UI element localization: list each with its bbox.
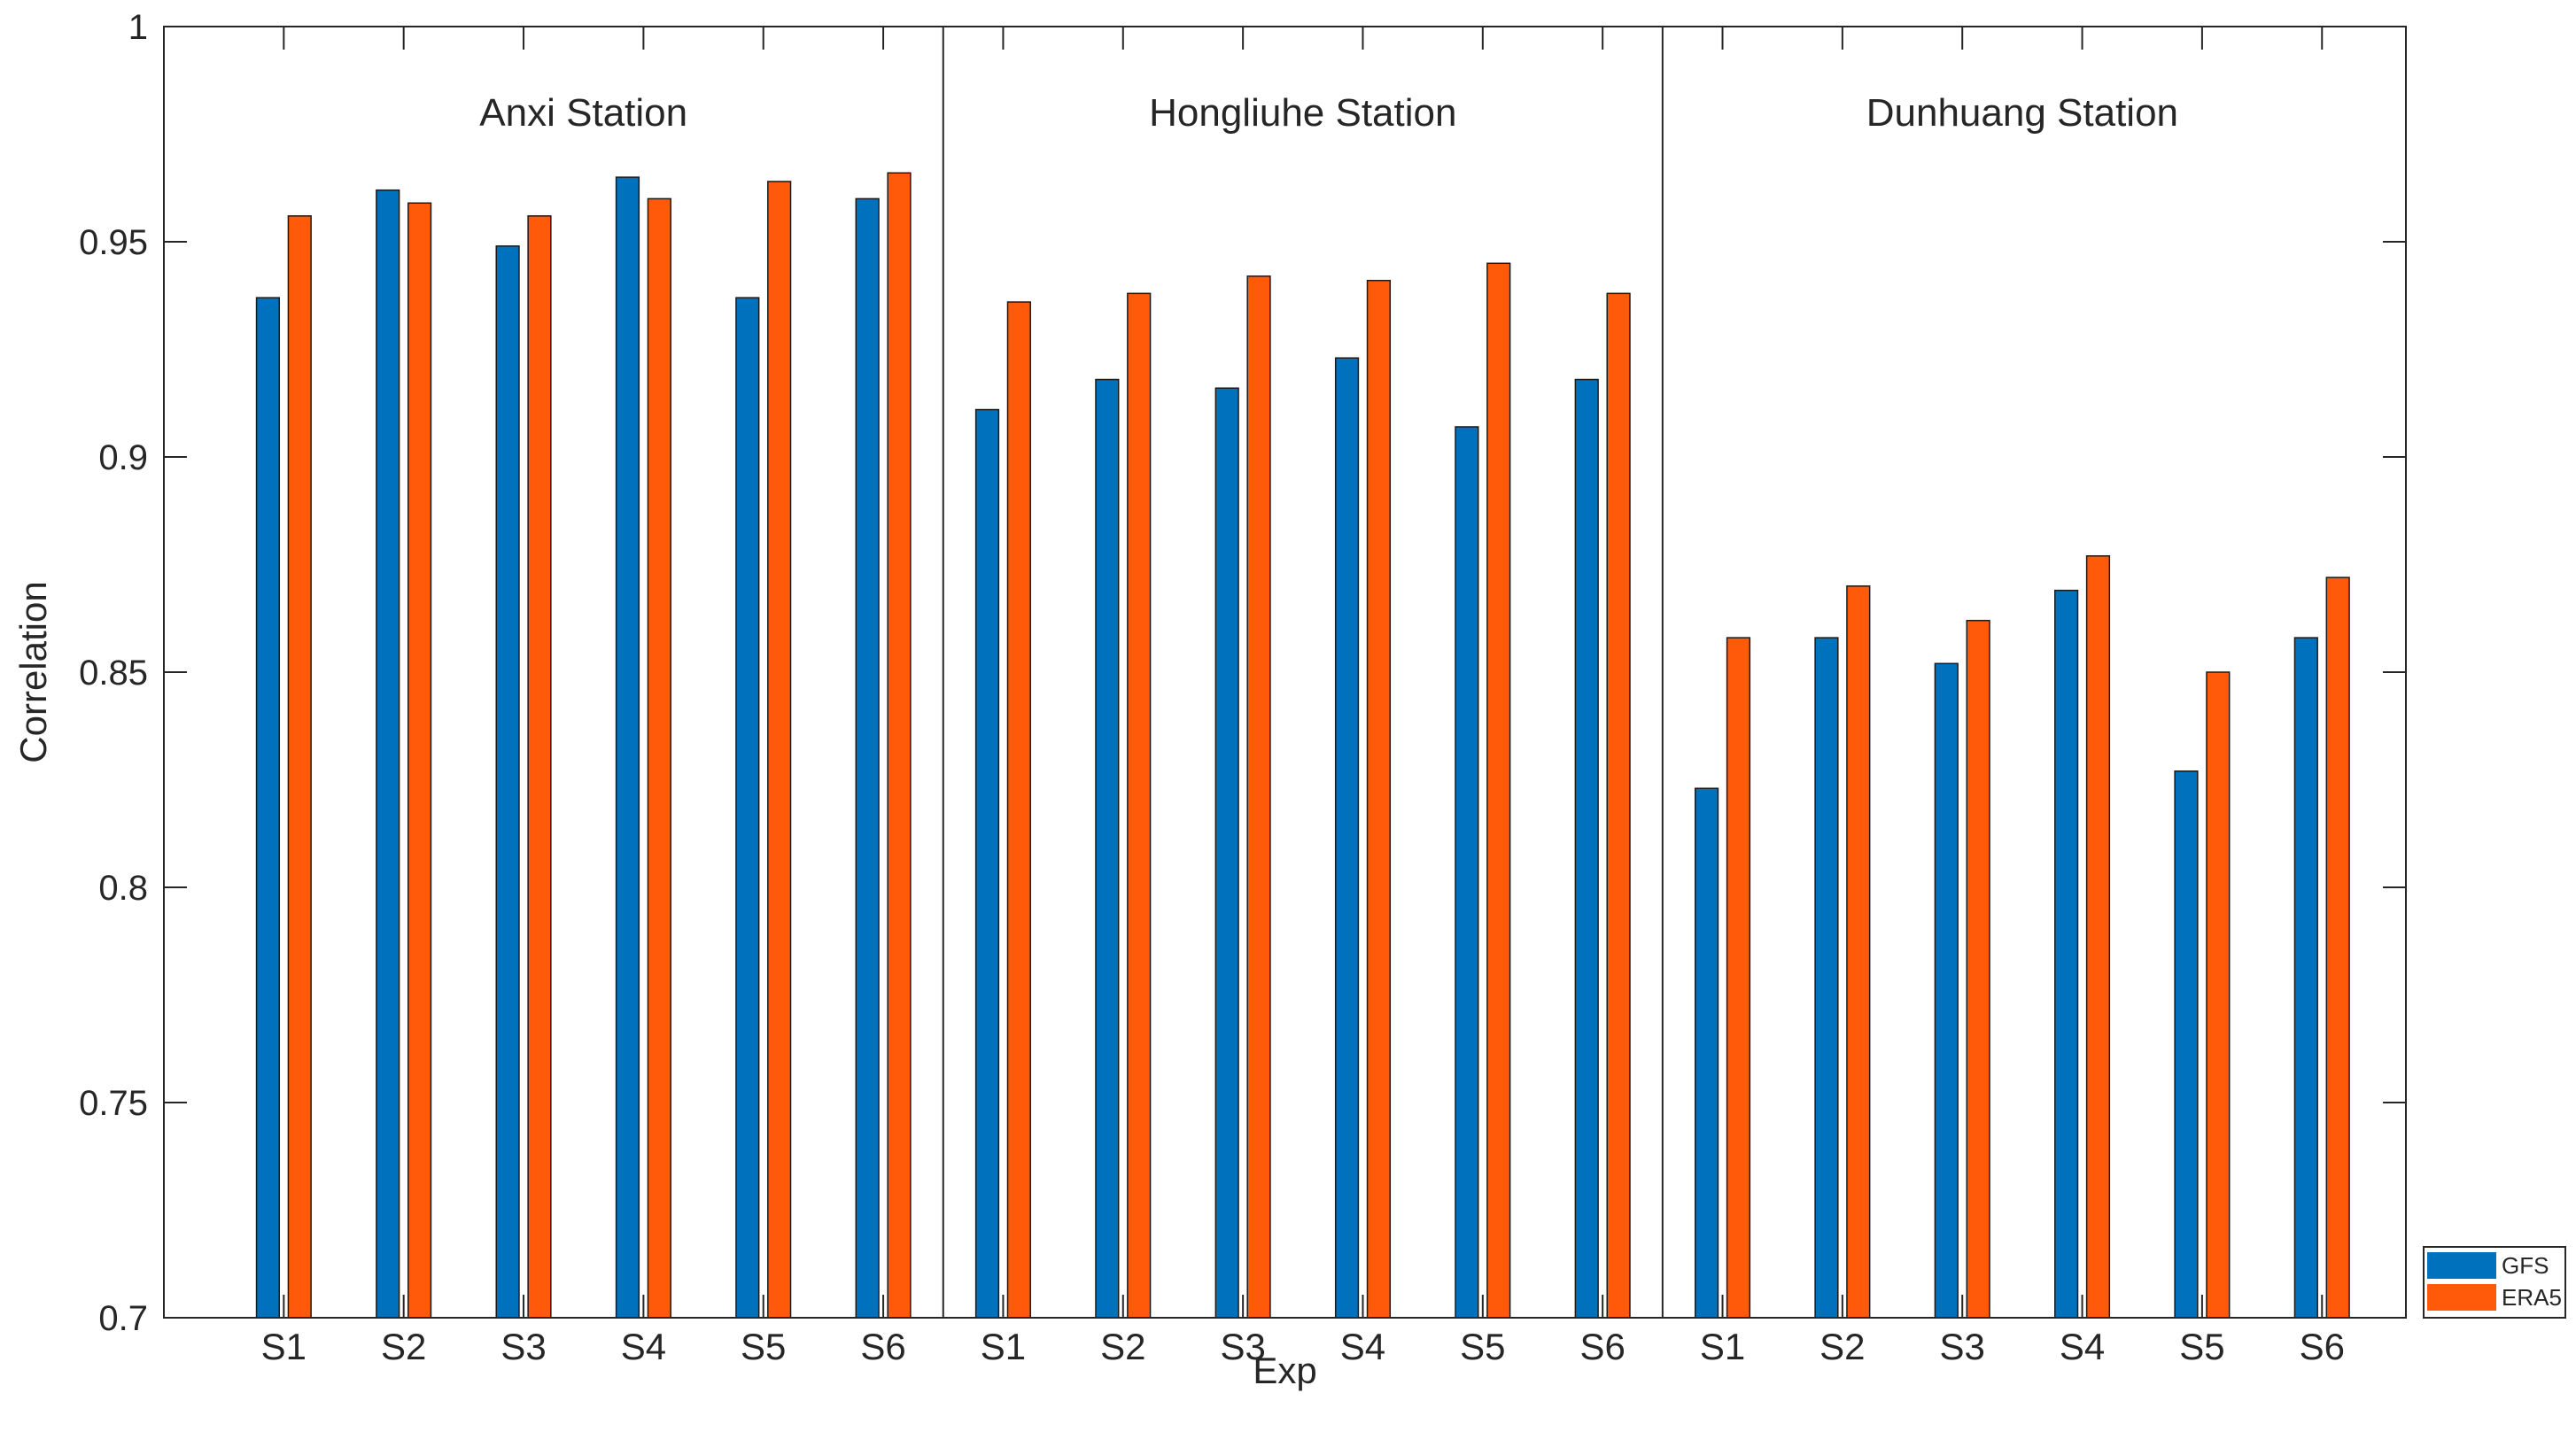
legend-label-gfs: GFS	[2502, 1252, 2549, 1279]
x-tick-label-s2: S2	[1100, 1326, 1145, 1367]
x-tick-label-s5: S5	[2179, 1326, 2224, 1367]
bar-gfs-3-s6	[2293, 637, 2318, 1319]
y-tick-label: 0.9	[98, 438, 148, 477]
x-tick-label-s2: S2	[381, 1326, 426, 1367]
x-tick-label-s3: S3	[1940, 1326, 1985, 1367]
x-tick-label-s4: S4	[1340, 1326, 1385, 1367]
x-tick-label-s3: S3	[1220, 1326, 1265, 1367]
bar-era5-3-s5	[2206, 671, 2231, 1319]
y-tick-label: 1	[128, 8, 148, 47]
group-title-2: Hongliuhe Station	[1149, 91, 1456, 135]
y-tick-label: 0.7	[98, 1299, 148, 1338]
bar-era5-3-s1	[1726, 637, 1751, 1319]
x-tick-label-s5: S5	[741, 1326, 786, 1367]
legend-swatch-era5	[2427, 1284, 2496, 1311]
x-tick-label-s1: S1	[981, 1326, 1026, 1367]
x-tick-label-s4: S4	[621, 1326, 666, 1367]
group-title-3: Dunhuang Station	[1866, 91, 2178, 135]
legend: GFS ERA5	[2423, 1246, 2566, 1319]
bar-gfs-1-s5	[735, 297, 760, 1319]
bar-gfs-1-s3	[495, 245, 520, 1319]
bar-gfs-2-s4	[1334, 357, 1360, 1319]
bar-gfs-3-s5	[2174, 770, 2199, 1319]
bar-gfs-1-s2	[376, 189, 400, 1319]
labels-layer: 0.7 0.75 0.8 0.85 0.9 0.95 1 Correlation Exp S1 S2…	[12, 8, 2345, 1391]
bar-era5-3-s2	[1846, 585, 1871, 1319]
bar-era5-2-s1	[1006, 301, 1031, 1319]
bar-gfs-2-s2	[1095, 378, 1120, 1319]
bar-era5-2-s2	[1127, 292, 1152, 1319]
bar-era5-3-s3	[1966, 619, 1990, 1319]
bar-gfs-3-s3	[1934, 662, 1959, 1319]
bar-era5-1-s2	[407, 202, 432, 1319]
x-tick-label-s6: S6	[860, 1326, 905, 1367]
bar-gfs-1-s1	[255, 297, 281, 1319]
bar-gfs-3-s2	[1814, 637, 1839, 1319]
bar-era5-3-s6	[2325, 577, 2350, 1319]
bar-gfs-1-s4	[615, 176, 640, 1319]
bar-era5-1-s5	[767, 181, 792, 1319]
bar-gfs-2-s6	[1574, 378, 1599, 1319]
x-tick-label-s4: S4	[2060, 1326, 2105, 1367]
y-tick-label: 0.75	[79, 1084, 148, 1123]
group-title-1: Anxi Station	[479, 91, 687, 135]
x-tick-label-s6: S6	[2300, 1326, 2345, 1367]
legend-label-era5: ERA5	[2502, 1284, 2562, 1311]
bar-gfs-2-s3	[1214, 387, 1239, 1319]
bar-era5-2-s4	[1366, 279, 1392, 1319]
bar-era5-1-s3	[527, 215, 552, 1319]
y-axis-label: Correlation	[12, 581, 54, 762]
bar-gfs-2-s5	[1455, 426, 1479, 1319]
bars-layer	[255, 172, 2350, 1319]
bar-gfs-2-s1	[974, 408, 1000, 1319]
y-tick-label: 0.95	[79, 223, 148, 262]
x-tick-label-s5: S5	[1460, 1326, 1505, 1367]
x-tick-label-s1: S1	[1700, 1326, 1745, 1367]
y-tick-label: 0.85	[79, 654, 148, 693]
axes-layer	[163, 26, 2407, 1319]
x-tick-label-s3: S3	[500, 1326, 546, 1367]
bar-era5-1-s4	[647, 197, 671, 1319]
bar-era5-2-s3	[1246, 275, 1271, 1319]
bar-era5-1-s1	[287, 215, 312, 1319]
bar-era5-3-s4	[2085, 555, 2111, 1319]
bar-era5-2-s5	[1486, 262, 1511, 1319]
x-tick-label-s6: S6	[1579, 1326, 1625, 1367]
bar-era5-2-s6	[1606, 292, 1631, 1319]
bar-gfs-1-s6	[855, 197, 880, 1319]
bar-gfs-3-s4	[2054, 589, 2079, 1319]
bar-gfs-3-s1	[1694, 787, 1719, 1319]
bar-era5-1-s6	[887, 172, 912, 1319]
x-tick-label-s1: S1	[261, 1326, 306, 1367]
x-axis-label: Exp	[1253, 1350, 1316, 1391]
x-tick-label-s2: S2	[1819, 1326, 1865, 1367]
y-tick-label: 0.8	[98, 869, 148, 908]
legend-swatch-gfs	[2427, 1252, 2496, 1279]
